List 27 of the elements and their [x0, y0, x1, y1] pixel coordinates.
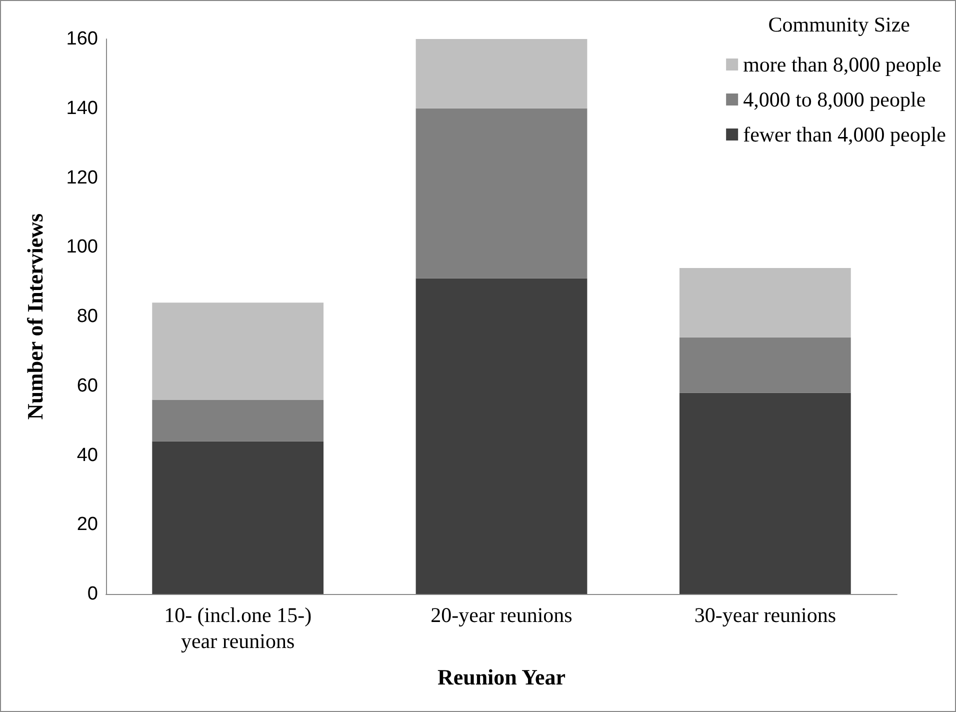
y-tick-label: 0 [87, 584, 98, 604]
bar [152, 400, 324, 442]
bar [679, 392, 851, 594]
y-axis-title: Number of Interviews [22, 213, 48, 420]
x-tick-label: 20-year reunions [430, 603, 572, 627]
y-tick-label: 140 [66, 98, 98, 119]
x-tick-label: 10- (incl.one 15-) year reunions [164, 603, 312, 653]
x-axis-title: Reunion Year [437, 664, 566, 690]
x-tick-label: 30-year reunions [694, 603, 836, 627]
bar [679, 268, 851, 338]
bar [416, 39, 588, 108]
y-tick-label: 60 [76, 375, 98, 396]
legend-label: 4,000 to 8,000 people [743, 88, 926, 112]
bar [152, 441, 324, 594]
bar [416, 278, 588, 594]
bar [152, 302, 324, 400]
y-tick-label: 40 [76, 444, 98, 466]
y-tick-label: 160 [66, 28, 98, 50]
bar [679, 337, 851, 393]
y-tick-label: 80 [76, 306, 98, 327]
legend-label: fewer than 4,000 people [743, 122, 946, 146]
y-tick-label: 20 [76, 514, 98, 536]
legend-label: more than 8,000 people [743, 52, 942, 76]
y-tick-label: 120 [66, 167, 98, 188]
y-tick-label: 100 [66, 236, 98, 258]
bar [416, 108, 588, 278]
legend-title: Community Size [768, 12, 910, 36]
